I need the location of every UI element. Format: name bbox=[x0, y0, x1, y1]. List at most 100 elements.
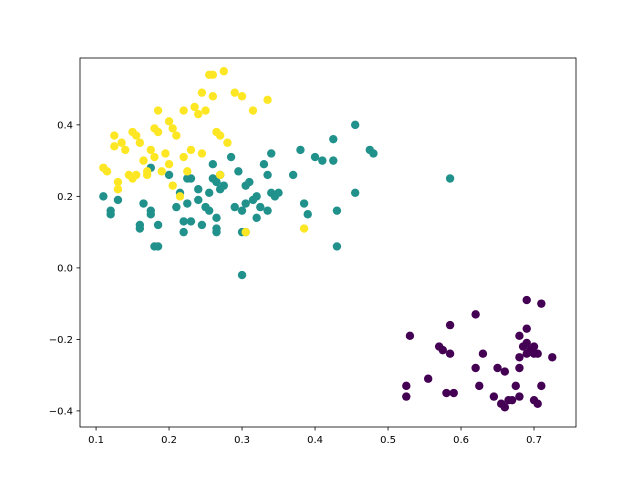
scatter-point bbox=[241, 227, 250, 237]
scatter-point bbox=[299, 224, 309, 233]
y-tick-label: −0.2 bbox=[49, 335, 73, 346]
scatter-point bbox=[252, 213, 261, 223]
x-tick-label: 0.3 bbox=[234, 435, 250, 446]
scatter-point bbox=[438, 345, 447, 355]
scatter-point bbox=[263, 206, 272, 215]
scatter-point bbox=[117, 138, 126, 147]
scatter-point bbox=[179, 227, 188, 237]
scatter-point bbox=[237, 92, 247, 101]
scatter-point bbox=[212, 213, 221, 223]
scatter-point bbox=[164, 159, 174, 169]
x-tick-label: 0.1 bbox=[88, 435, 104, 446]
scatter-point bbox=[471, 363, 480, 373]
scatter-point bbox=[168, 181, 177, 190]
scatter-point bbox=[423, 374, 433, 383]
scatter-point bbox=[230, 88, 239, 97]
scatter-point bbox=[179, 106, 188, 115]
scatter-point bbox=[256, 202, 265, 212]
scatter-point bbox=[215, 170, 225, 180]
plot-area bbox=[99, 67, 557, 412]
scatter-point bbox=[172, 202, 181, 212]
scatter-point bbox=[350, 188, 360, 197]
scatter-point bbox=[515, 353, 524, 362]
x-tick-label: 0.2 bbox=[161, 435, 177, 446]
scatter-point bbox=[208, 92, 218, 101]
scatter-point bbox=[515, 331, 524, 341]
scatter-point bbox=[318, 156, 327, 165]
scatter-point bbox=[267, 149, 276, 158]
scatter-point bbox=[113, 195, 123, 205]
scatter-point bbox=[172, 131, 181, 140]
scatter-point bbox=[507, 395, 517, 405]
y-tick-label: 0.0 bbox=[57, 263, 73, 274]
scatter-point bbox=[186, 174, 196, 183]
scatter-point bbox=[500, 403, 510, 412]
scatter-point bbox=[139, 199, 148, 208]
scatter-point bbox=[329, 134, 338, 144]
scatter-point bbox=[106, 206, 115, 215]
scatter-point bbox=[132, 170, 141, 180]
scatter-point bbox=[259, 159, 269, 169]
scatter-point bbox=[288, 170, 298, 180]
scatter-point bbox=[263, 170, 272, 180]
scatter-point bbox=[194, 109, 203, 119]
scatter-point bbox=[241, 199, 250, 208]
scatter-point bbox=[533, 349, 542, 358]
scatter-point bbox=[445, 349, 455, 358]
scatter-point bbox=[99, 192, 108, 201]
scatter-point bbox=[110, 131, 119, 140]
scatter-point bbox=[113, 185, 123, 194]
y-tick-label: 0.4 bbox=[57, 120, 73, 131]
scatter-point bbox=[511, 381, 520, 391]
scatter-point bbox=[164, 170, 174, 180]
scatter-point bbox=[164, 117, 174, 126]
scatter-point bbox=[146, 145, 156, 155]
scatter-point bbox=[153, 127, 163, 137]
scatter-point bbox=[153, 106, 163, 115]
scatter-point bbox=[237, 270, 247, 280]
scatter-point bbox=[471, 310, 480, 319]
scatter-point bbox=[537, 381, 546, 391]
axes-frame bbox=[79, 57, 577, 428]
scatter-point bbox=[175, 192, 185, 201]
scatter-point bbox=[212, 224, 221, 233]
x-tick-label: 0.7 bbox=[526, 435, 542, 446]
scatter-point bbox=[299, 199, 309, 208]
scatter-point bbox=[135, 224, 145, 233]
scatter-point bbox=[197, 149, 207, 158]
scatter-point bbox=[522, 338, 531, 348]
scatter-point bbox=[449, 388, 458, 398]
scatter-point bbox=[230, 202, 239, 212]
scatter-point bbox=[537, 299, 546, 308]
scatter-point bbox=[274, 188, 283, 197]
scatter-point bbox=[121, 145, 130, 155]
scatter-point bbox=[132, 131, 141, 140]
scatter-point bbox=[194, 185, 203, 194]
scatter-point bbox=[215, 131, 225, 140]
x-tick-label: 0.6 bbox=[453, 435, 469, 446]
scatter-point bbox=[205, 188, 214, 197]
scatter-point bbox=[296, 145, 305, 155]
scatter-point bbox=[478, 349, 488, 358]
scatter-point bbox=[234, 167, 243, 176]
scatter-point bbox=[369, 149, 378, 158]
scatter-point bbox=[161, 149, 170, 158]
scatter-point bbox=[168, 124, 177, 133]
y-tick-label: −0.4 bbox=[49, 406, 73, 417]
scatter-point bbox=[183, 167, 192, 176]
scatter-point bbox=[139, 156, 148, 165]
scatter-point bbox=[146, 206, 156, 215]
scatter-point bbox=[500, 367, 510, 376]
scatter-point bbox=[223, 138, 232, 147]
scatter-point bbox=[226, 152, 236, 162]
scatter-point bbox=[179, 217, 188, 226]
x-tick-label: 0.5 bbox=[380, 435, 396, 446]
scatter-point bbox=[208, 70, 218, 80]
scatter-point bbox=[183, 199, 192, 208]
scatter-point bbox=[515, 392, 524, 401]
scatter-point bbox=[402, 381, 411, 391]
scatter-point bbox=[190, 102, 199, 112]
scatter-point bbox=[445, 174, 455, 183]
